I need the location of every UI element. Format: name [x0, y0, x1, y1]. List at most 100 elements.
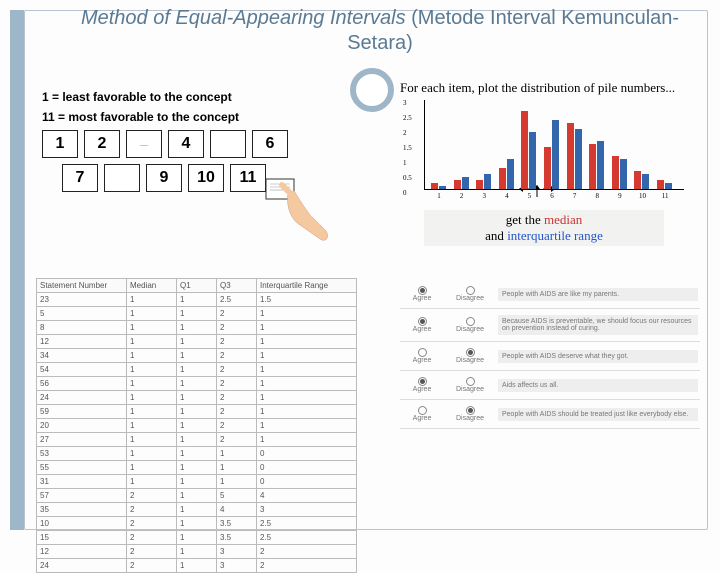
radio-option[interactable]: Agree: [402, 317, 442, 333]
bar-blue: [552, 120, 559, 189]
table-cell: 1: [127, 475, 177, 489]
x-tick-label: 7: [567, 192, 583, 200]
table-row: 531110: [37, 447, 357, 461]
table-cell: 1: [127, 349, 177, 363]
caption-iqr: interquartile range: [507, 228, 603, 243]
radio-icon: [466, 348, 475, 357]
radio-option[interactable]: Disagree: [450, 406, 490, 422]
radio-icon: [418, 348, 427, 357]
bar-red: [431, 183, 438, 189]
table-cell: 1: [177, 293, 217, 307]
bar-blue: [484, 174, 491, 189]
radio-label: Disagree: [456, 386, 484, 393]
table-cell: 2: [257, 559, 357, 573]
radio-option[interactable]: Disagree: [450, 286, 490, 302]
table-cell: 2: [217, 335, 257, 349]
radio-icon: [466, 377, 475, 386]
statistics-table: Statement NumberMedianQ1Q3Interquartile …: [36, 278, 357, 573]
table-row: 201121: [37, 419, 357, 433]
table-cell: 2: [217, 363, 257, 377]
table-cell: 1: [177, 503, 217, 517]
table-row: 311110: [37, 475, 357, 489]
table-header-cell: Q3: [217, 279, 257, 293]
table-cell: 1: [177, 461, 217, 475]
table-cell: 1: [257, 419, 357, 433]
table-cell: 1: [177, 349, 217, 363]
table-cell: 0: [257, 461, 357, 475]
table-cell: 1: [127, 391, 177, 405]
table-cell: 1: [177, 559, 217, 573]
radio-icon: [418, 406, 427, 415]
hand-icon: [260, 175, 330, 245]
table-cell: 1: [127, 335, 177, 349]
bar-red: [634, 171, 641, 189]
radio-option[interactable]: Agree: [402, 286, 442, 302]
table-cell: 1: [127, 363, 177, 377]
table-cell: 1: [177, 391, 217, 405]
table-cell: 5: [217, 489, 257, 503]
table-cell: 1: [177, 321, 217, 335]
table-row: 121121: [37, 335, 357, 349]
radio-option[interactable]: Disagree: [450, 317, 490, 333]
left-accent-bar: [10, 10, 24, 530]
table-cell: 5: [37, 307, 127, 321]
table-cell: 1: [177, 335, 217, 349]
table-cell: 23: [37, 293, 127, 307]
radio-option[interactable]: Agree: [402, 377, 442, 393]
survey-row: AgreeDisagreeAids affects us all.: [400, 371, 700, 400]
pile-card: 10: [188, 164, 224, 192]
radio-label: Agree: [413, 386, 432, 393]
concept-line-1: 1 = least favorable to the concept: [42, 90, 352, 104]
y-tick-label: 2: [403, 129, 407, 137]
chart-block: For each item, plot the distribution of …: [400, 80, 700, 246]
radio-option[interactable]: Disagree: [450, 377, 490, 393]
radio-option[interactable]: Disagree: [450, 348, 490, 364]
radio-option[interactable]: Agree: [402, 348, 442, 364]
pile-card: ___: [126, 130, 162, 158]
table-cell: 55: [37, 461, 127, 475]
table-cell: 1: [257, 307, 357, 321]
table-row: 242132: [37, 559, 357, 573]
table-cell: 2: [257, 545, 357, 559]
bar-blue: [575, 129, 582, 189]
survey-statement: People with AIDS deserve what they got.: [498, 350, 698, 363]
radio-icon: [466, 406, 475, 415]
table-cell: 1: [177, 405, 217, 419]
pile-card: 2: [84, 130, 120, 158]
bar-blue: [665, 183, 672, 189]
table-cell: 2: [217, 391, 257, 405]
table-row: 81121: [37, 321, 357, 335]
y-tick-label: 1: [403, 159, 407, 167]
slide-title: Method of Equal-Appearing Intervals (Met…: [70, 6, 690, 56]
radio-label: Disagree: [456, 357, 484, 364]
table-cell: 2: [217, 377, 257, 391]
radio-option[interactable]: Agree: [402, 406, 442, 422]
concept-line-2: 11 = most favorable to the concept: [42, 110, 352, 124]
bar-blue: [597, 141, 604, 189]
table-header-cell: Q1: [177, 279, 217, 293]
table-cell: 3: [217, 545, 257, 559]
table-cell: 2: [127, 517, 177, 531]
table-cell: 1: [257, 391, 357, 405]
chart-title: For each item, plot the distribution of …: [400, 80, 700, 96]
y-tick-label: 0.5: [403, 174, 412, 182]
table-row: 122132: [37, 545, 357, 559]
table-row: 551110: [37, 461, 357, 475]
table-cell: 1: [127, 447, 177, 461]
table-row: 15213.52.5: [37, 531, 357, 545]
table-cell: 1: [177, 433, 217, 447]
survey-statement: People with AIDS are like my parents.: [498, 288, 698, 301]
table-cell: 12: [37, 335, 127, 349]
table-cell: 1: [177, 447, 217, 461]
table-cell: 2: [127, 545, 177, 559]
bar-red: [589, 144, 596, 189]
survey-row: Agree Disagree People with AIDS deserve wh…: [400, 342, 700, 371]
table-header-cell: Interquartile Range: [257, 279, 357, 293]
table-cell: 1: [177, 419, 217, 433]
radio-label: Agree: [413, 357, 432, 364]
x-tick-label: 4: [499, 192, 515, 200]
table-cell: 34: [37, 349, 127, 363]
x-tick-label: 10: [634, 192, 650, 200]
y-tick-label: 2.5: [403, 114, 412, 122]
circle-accent-icon: [350, 68, 394, 112]
